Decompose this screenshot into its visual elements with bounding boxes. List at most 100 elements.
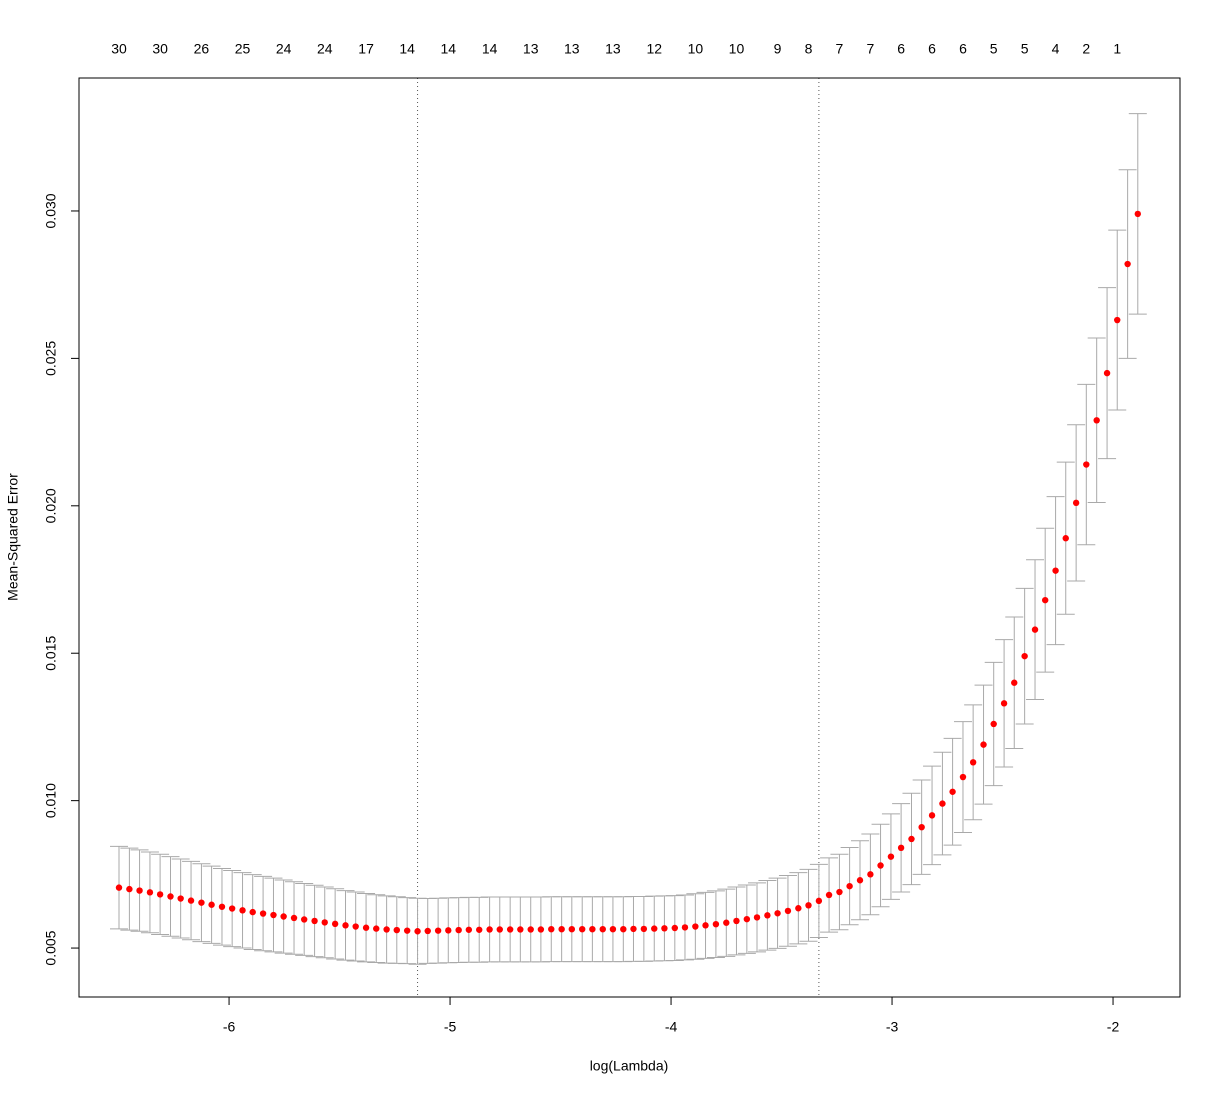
top-axis-label: 14 [399, 41, 415, 57]
point [290, 914, 298, 922]
point [434, 927, 442, 934]
y-axis-label: Mean-Squared Error [5, 473, 21, 601]
point [115, 884, 123, 891]
point [1000, 700, 1008, 707]
point [723, 919, 730, 926]
point [661, 925, 668, 932]
point [784, 907, 792, 915]
top-axis-label: 24 [317, 41, 333, 57]
point [321, 919, 328, 926]
point [414, 928, 421, 935]
point [640, 925, 648, 933]
point [692, 923, 699, 930]
point [424, 927, 431, 935]
point [990, 720, 997, 728]
point [558, 925, 565, 933]
point [609, 925, 617, 933]
top-axis-label: 13 [605, 41, 621, 57]
point [496, 926, 503, 933]
point [331, 920, 339, 928]
point [599, 925, 606, 933]
point [1103, 369, 1111, 377]
point [856, 877, 864, 884]
point [506, 926, 514, 933]
point [980, 741, 987, 748]
y-tick-label: 0.015 [43, 635, 59, 670]
point [1083, 461, 1090, 468]
top-axis-label: 26 [194, 41, 210, 57]
point [373, 925, 380, 932]
point [825, 891, 833, 899]
point [517, 926, 524, 933]
point [589, 925, 596, 933]
point [476, 926, 483, 933]
point [393, 926, 400, 934]
point [445, 927, 452, 934]
point [1072, 499, 1080, 507]
point [774, 910, 781, 917]
point [280, 913, 287, 920]
point [1093, 417, 1100, 424]
top-axis-label: 5 [1021, 41, 1029, 57]
x-tick-label: -4 [665, 1019, 678, 1035]
top-axis-label: 14 [482, 41, 498, 57]
x-tick-label: -3 [886, 1019, 899, 1035]
point [1134, 210, 1141, 218]
point [1031, 626, 1039, 633]
point [908, 835, 915, 843]
point [1062, 535, 1069, 542]
point [671, 924, 679, 932]
top-axis-label: 2 [1082, 41, 1090, 57]
top-axis-label: 8 [805, 41, 813, 57]
point [218, 903, 226, 910]
top-axis-label: 30 [152, 41, 168, 57]
x-tick-label: -5 [444, 1019, 457, 1035]
top-axis-label: 5 [990, 41, 998, 57]
point [167, 893, 174, 900]
point [1041, 596, 1049, 604]
point [867, 871, 874, 878]
point [311, 917, 318, 925]
top-axis-label: 10 [729, 41, 745, 57]
point [455, 926, 462, 934]
point [630, 925, 637, 933]
point [527, 926, 534, 933]
top-axis-label: 6 [897, 41, 905, 57]
point [753, 914, 761, 921]
y-tick-label: 0.010 [43, 783, 59, 818]
point [342, 922, 349, 929]
point [877, 862, 884, 869]
plot-frame [78, 77, 1181, 998]
point [1052, 567, 1059, 574]
top-axis-label: 9 [774, 41, 782, 57]
point [383, 926, 390, 933]
y-tick-label: 0.005 [43, 930, 59, 965]
point [403, 927, 411, 934]
point [156, 891, 164, 898]
point [486, 926, 493, 933]
point [949, 788, 956, 795]
point [177, 895, 184, 902]
y-tick-label: 0.025 [43, 341, 59, 376]
point [897, 844, 905, 852]
point [208, 901, 215, 908]
point [651, 925, 658, 932]
point [712, 920, 720, 928]
point [249, 908, 256, 916]
point [887, 853, 895, 860]
point [1114, 316, 1121, 324]
point [1021, 652, 1028, 660]
point [928, 812, 936, 819]
point [548, 925, 555, 933]
point [259, 910, 267, 917]
x-axis-label: log(Lambda) [590, 1058, 669, 1074]
top-axis-label: 13 [523, 41, 539, 57]
point [228, 905, 236, 912]
top-axis-label: 17 [358, 41, 374, 57]
point [568, 925, 576, 933]
point [352, 923, 359, 930]
point [681, 924, 689, 931]
point [270, 911, 277, 919]
top-axis-label: 14 [440, 41, 456, 57]
